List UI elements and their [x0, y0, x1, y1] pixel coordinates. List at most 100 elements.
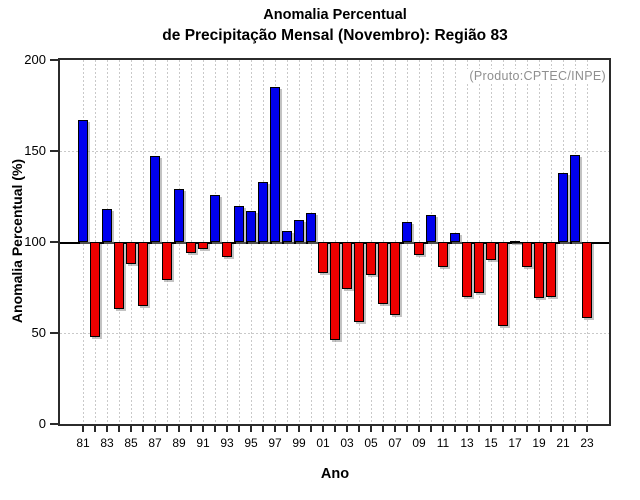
bar-10 [425, 214, 437, 242]
x-tick-label-89: 89 [172, 436, 186, 450]
x-tick-93 [226, 426, 228, 432]
chart-title-line2: de Precipitação Mensal (Novembro): Regiã… [162, 27, 508, 44]
x-tick-18 [526, 426, 528, 432]
y-tick-100 [50, 241, 58, 243]
x-tick-label-87: 87 [148, 436, 162, 450]
x-tick-13 [466, 426, 468, 432]
x-tick-10 [430, 426, 432, 432]
y-tick-50 [50, 332, 58, 334]
bar-08 [401, 221, 413, 242]
x-tick-02 [334, 426, 336, 432]
x-tick-00 [310, 426, 312, 432]
y-tick-label-0: 0 [38, 416, 46, 431]
x-tick-label-99: 99 [292, 436, 306, 450]
x-tick-11 [442, 426, 444, 432]
x-tick-85 [130, 426, 132, 432]
x-tick-12 [454, 426, 456, 432]
bar-11 [437, 242, 449, 268]
x-tick-09 [418, 426, 420, 432]
x-tick-01 [322, 426, 324, 432]
y-tick-label-50: 50 [31, 325, 46, 340]
x-tick-97 [274, 426, 276, 432]
bar-20 [545, 242, 557, 297]
x-tick-label-81: 81 [76, 436, 90, 450]
bar-88 [161, 242, 173, 281]
x-tick-label-01: 01 [316, 436, 330, 450]
bar-03 [341, 242, 353, 290]
bar-93 [221, 242, 233, 257]
bar-06 [377, 242, 389, 304]
bar-01 [317, 242, 329, 273]
bar-82 [89, 242, 101, 337]
bar-22 [569, 154, 581, 242]
x-axis-label: Ano [320, 466, 350, 482]
x-tick-91 [202, 426, 204, 432]
bar-12 [449, 232, 461, 242]
x-tick-label-03: 03 [340, 436, 354, 450]
bar-99 [293, 220, 305, 242]
x-tick-label-95: 95 [244, 436, 258, 450]
x-tick-98 [286, 426, 288, 432]
bar-07 [389, 242, 401, 315]
x-tick-label-05: 05 [364, 436, 378, 450]
bar-95 [245, 211, 257, 242]
x-tick-label-97: 97 [268, 436, 282, 450]
x-tick-20 [550, 426, 552, 432]
x-tick-21 [562, 426, 564, 432]
bar-84 [113, 242, 125, 310]
chart-title-line1: Anomalia Percentual [263, 7, 407, 23]
x-tick-96 [262, 426, 264, 432]
x-tick-82 [94, 426, 96, 432]
plot-area: (Produto:CPTEC/INPE) [58, 58, 611, 426]
x-tick-83 [106, 426, 108, 432]
bar-09 [413, 242, 425, 255]
x-tick-17 [514, 426, 516, 432]
bar-04 [353, 242, 365, 323]
bar-83 [101, 209, 113, 242]
x-tick-label-23: 23 [580, 436, 594, 450]
x-tick-07 [394, 426, 396, 432]
x-tick-label-91: 91 [196, 436, 210, 450]
x-tick-04 [358, 426, 360, 432]
x-tick-90 [190, 426, 192, 432]
bar-15 [485, 242, 497, 261]
y-tick-150 [50, 150, 58, 152]
x-tick-84 [118, 426, 120, 432]
x-tick-label-11: 11 [436, 436, 450, 450]
bar-23 [581, 242, 593, 319]
bar-14 [473, 242, 485, 293]
x-tick-label-21: 21 [556, 436, 570, 450]
bar-87 [149, 156, 161, 242]
x-tick-94 [238, 426, 240, 432]
x-tick-99 [298, 426, 300, 432]
y-tick-label-200: 200 [24, 52, 46, 67]
bar-02 [329, 242, 341, 341]
bar-85 [125, 242, 137, 264]
x-tick-86 [142, 426, 144, 432]
x-tick-16 [502, 426, 504, 432]
x-tick-81 [82, 426, 84, 432]
x-tick-label-07: 07 [388, 436, 402, 450]
x-tick-23 [586, 426, 588, 432]
bar-91 [197, 242, 209, 250]
x-tick-label-17: 17 [508, 436, 522, 450]
x-tick-label-93: 93 [220, 436, 234, 450]
y-tick-label-150: 150 [24, 143, 46, 158]
bar-92 [209, 194, 221, 242]
bar-00 [305, 212, 317, 242]
y-tick-label-100: 100 [24, 234, 46, 249]
bar-90 [185, 242, 197, 253]
bar-19 [533, 242, 545, 299]
x-tick-label-83: 83 [100, 436, 114, 450]
x-tick-label-85: 85 [124, 436, 138, 450]
bar-18 [521, 242, 533, 268]
x-tick-89 [178, 426, 180, 432]
x-tick-06 [382, 426, 384, 432]
bar-96 [257, 181, 269, 242]
x-tick-03 [346, 426, 348, 432]
x-tick-05 [370, 426, 372, 432]
bar-89 [173, 189, 185, 242]
y-tick-200 [50, 59, 58, 61]
x-tick-88 [166, 426, 168, 432]
